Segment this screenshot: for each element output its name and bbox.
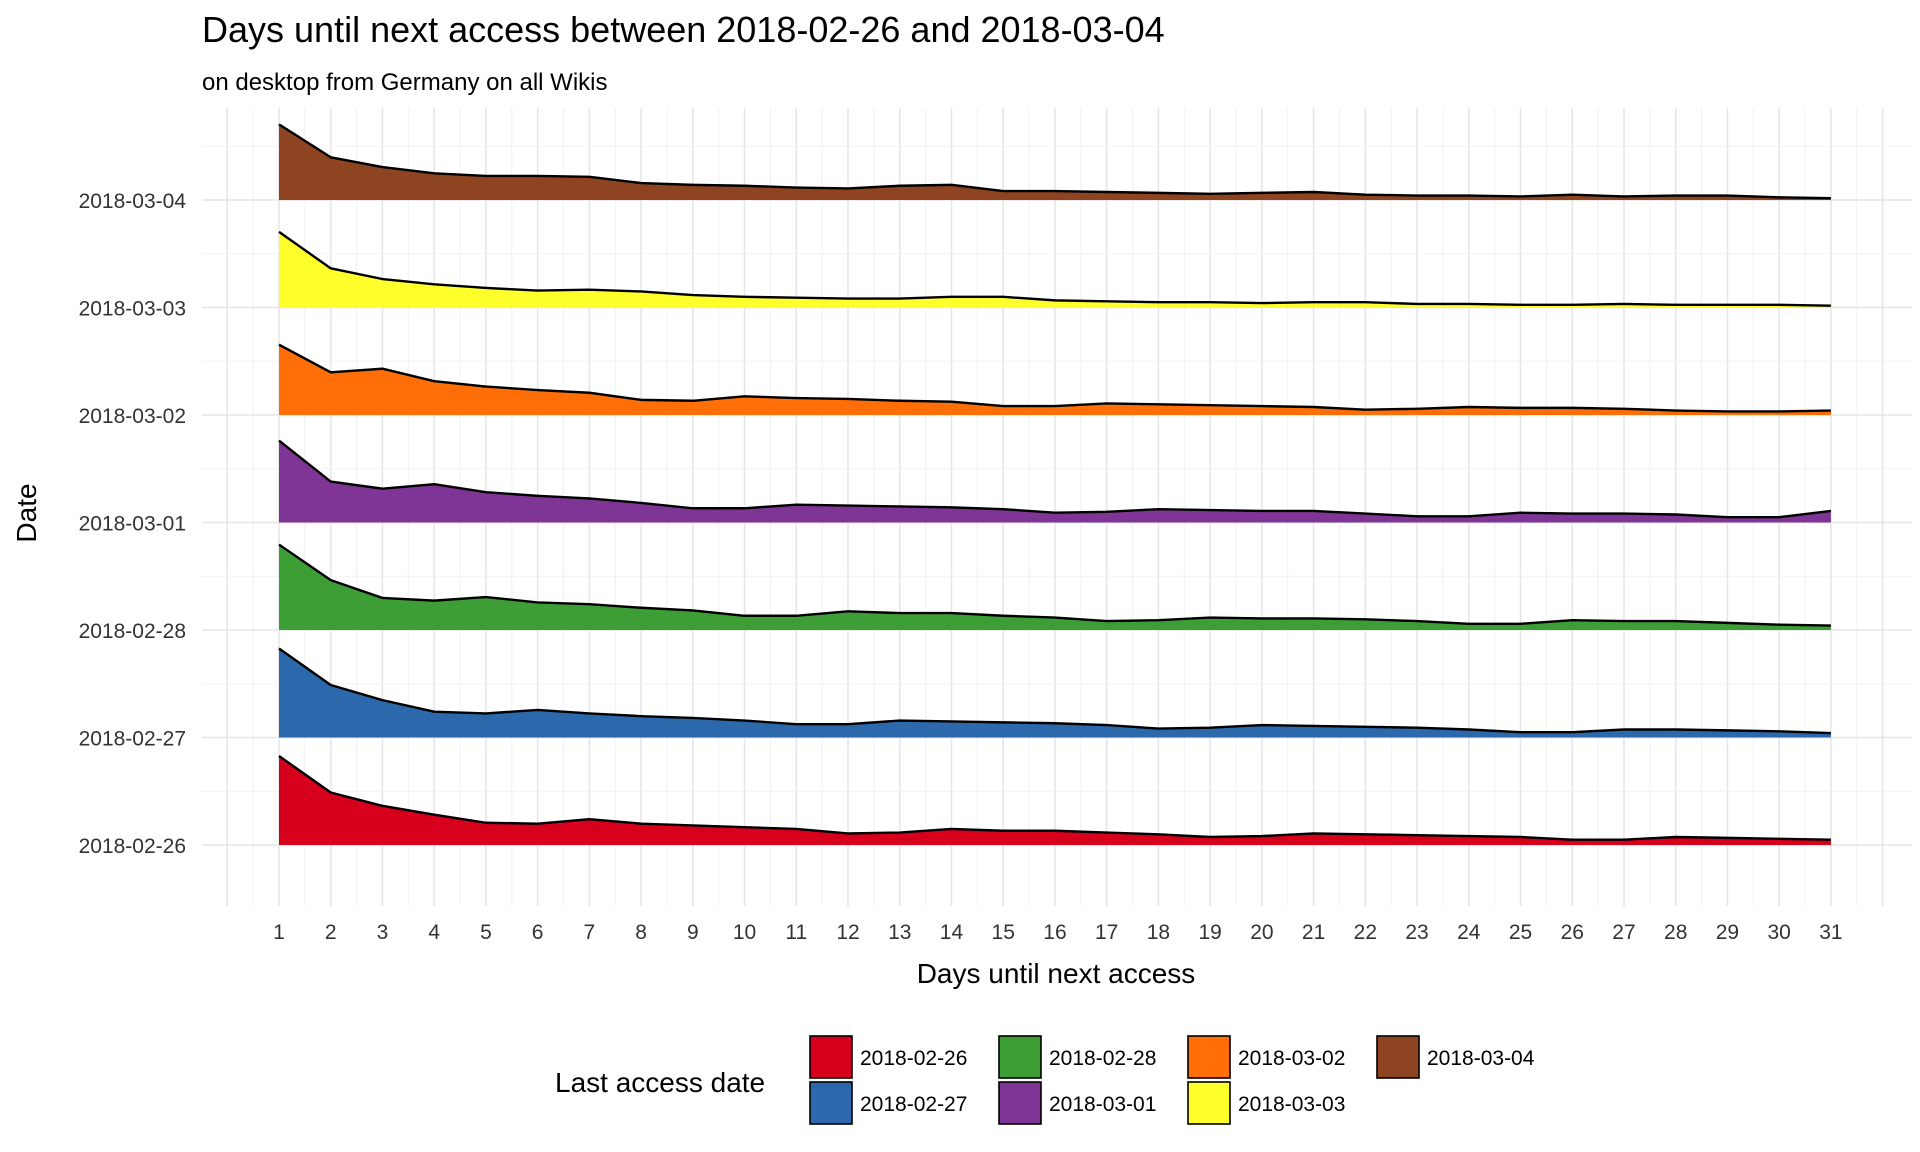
y-axis-title: Date	[11, 483, 42, 542]
x-tick-label: 4	[428, 921, 440, 944]
line-2018-02-26	[278, 755, 1831, 841]
line-2018-03-03	[278, 230, 1831, 307]
x-tick-label: 8	[635, 921, 647, 944]
x-tick-label: 31	[1819, 921, 1842, 944]
x-tick-label: 21	[1302, 921, 1325, 944]
x-tick-label: 1	[273, 921, 285, 944]
x-tick-label: 30	[1767, 921, 1790, 944]
x-tick-label: 14	[940, 921, 964, 944]
legend-label: 2018-03-03	[1238, 1093, 1345, 1116]
legend-key	[1376, 1035, 1420, 1079]
x-tick-labels: 1 2 3 4 5 6 7 8 9 10 11 12 13 14 15 16 17 18 19 20 21 22 23 24 2…	[273, 921, 1842, 944]
x-tick-label: 15	[992, 921, 1015, 944]
x-tick-label: 6	[532, 921, 544, 944]
legend-label: 2018-03-04	[1427, 1047, 1535, 1070]
x-tick-label: 11	[785, 921, 807, 944]
area-2018-03-03	[279, 231, 1831, 308]
x-tick-label: 23	[1405, 921, 1428, 944]
legend-key	[1187, 1081, 1231, 1125]
series-areas	[278, 123, 1832, 845]
legend-key	[809, 1035, 853, 1079]
legend-label: 2018-03-01	[1049, 1093, 1156, 1116]
x-tick-label: 13	[888, 921, 911, 944]
legend-title: Last access date	[555, 1067, 765, 1098]
y-tick-label: 2018-03-02	[79, 405, 186, 428]
legend-label: 2018-02-27	[860, 1093, 967, 1116]
line-2018-03-02	[278, 343, 1831, 413]
x-tick-label: 10	[733, 921, 756, 944]
legend-label: 2018-03-02	[1238, 1047, 1345, 1070]
x-tick-label: 20	[1250, 921, 1273, 944]
x-tick-label: 22	[1354, 921, 1377, 944]
x-tick-label: 3	[377, 921, 389, 944]
x-axis-title: Days until next access	[917, 958, 1196, 989]
line-2018-02-28	[278, 543, 1831, 627]
legend-label: 2018-02-26	[860, 1047, 967, 1070]
legend-key	[809, 1081, 853, 1125]
x-tick-label: 24	[1457, 921, 1481, 944]
y-tick-label: 2018-03-01	[79, 513, 186, 536]
legend-key	[998, 1081, 1042, 1125]
x-tick-label: 2	[325, 921, 337, 944]
x-tick-label: 19	[1198, 921, 1221, 944]
x-tick-label: 18	[1147, 921, 1170, 944]
line-2018-02-27	[278, 647, 1831, 735]
legend-items: 2018-02-26 2018-02-27 2018-02-28 2018-03-01…	[809, 1035, 1535, 1125]
legend-key	[1187, 1035, 1231, 1079]
x-tick-label: 7	[584, 921, 596, 944]
y-tick-label: 2018-02-27	[79, 728, 186, 751]
x-tick-label: 28	[1664, 921, 1687, 944]
area-2018-02-27	[279, 648, 1831, 738]
legend-key	[998, 1035, 1042, 1079]
line-2018-03-04	[278, 123, 1831, 200]
y-tick-label: 2018-03-03	[79, 298, 186, 321]
x-tick-label: 12	[836, 921, 859, 944]
area-2018-03-01	[279, 440, 1831, 523]
x-tick-label: 5	[480, 921, 492, 944]
x-tick-label: 29	[1716, 921, 1739, 944]
y-tick-label: 2018-02-26	[79, 835, 186, 858]
legend: Last access date 2018-02-262018-02-27201…	[555, 1035, 1535, 1125]
x-tick-label: 16	[1043, 921, 1066, 944]
x-tick-label: 26	[1561, 921, 1584, 944]
x-tick-label: 9	[687, 921, 699, 944]
y-tick-label: 2018-02-28	[79, 620, 186, 643]
chart-title: Days until next access between 2018-02-2…	[202, 9, 1165, 50]
x-tick-label: 17	[1095, 921, 1118, 944]
area-2018-03-04	[279, 124, 1831, 200]
legend-label: 2018-02-28	[1049, 1047, 1156, 1070]
y-tick-labels: 2018-02-26 2018-02-27 2018-02-28 2018-03-01…	[79, 190, 187, 858]
area-2018-02-26	[279, 756, 1831, 845]
x-tick-label: 27	[1612, 921, 1635, 944]
chart-subtitle: on desktop from Germany on all Wikis	[202, 69, 607, 96]
y-tick-label: 2018-03-04	[79, 190, 187, 213]
area-2018-03-02	[279, 344, 1831, 415]
x-tick-label: 25	[1509, 921, 1532, 944]
line-2018-03-01	[278, 439, 1832, 519]
